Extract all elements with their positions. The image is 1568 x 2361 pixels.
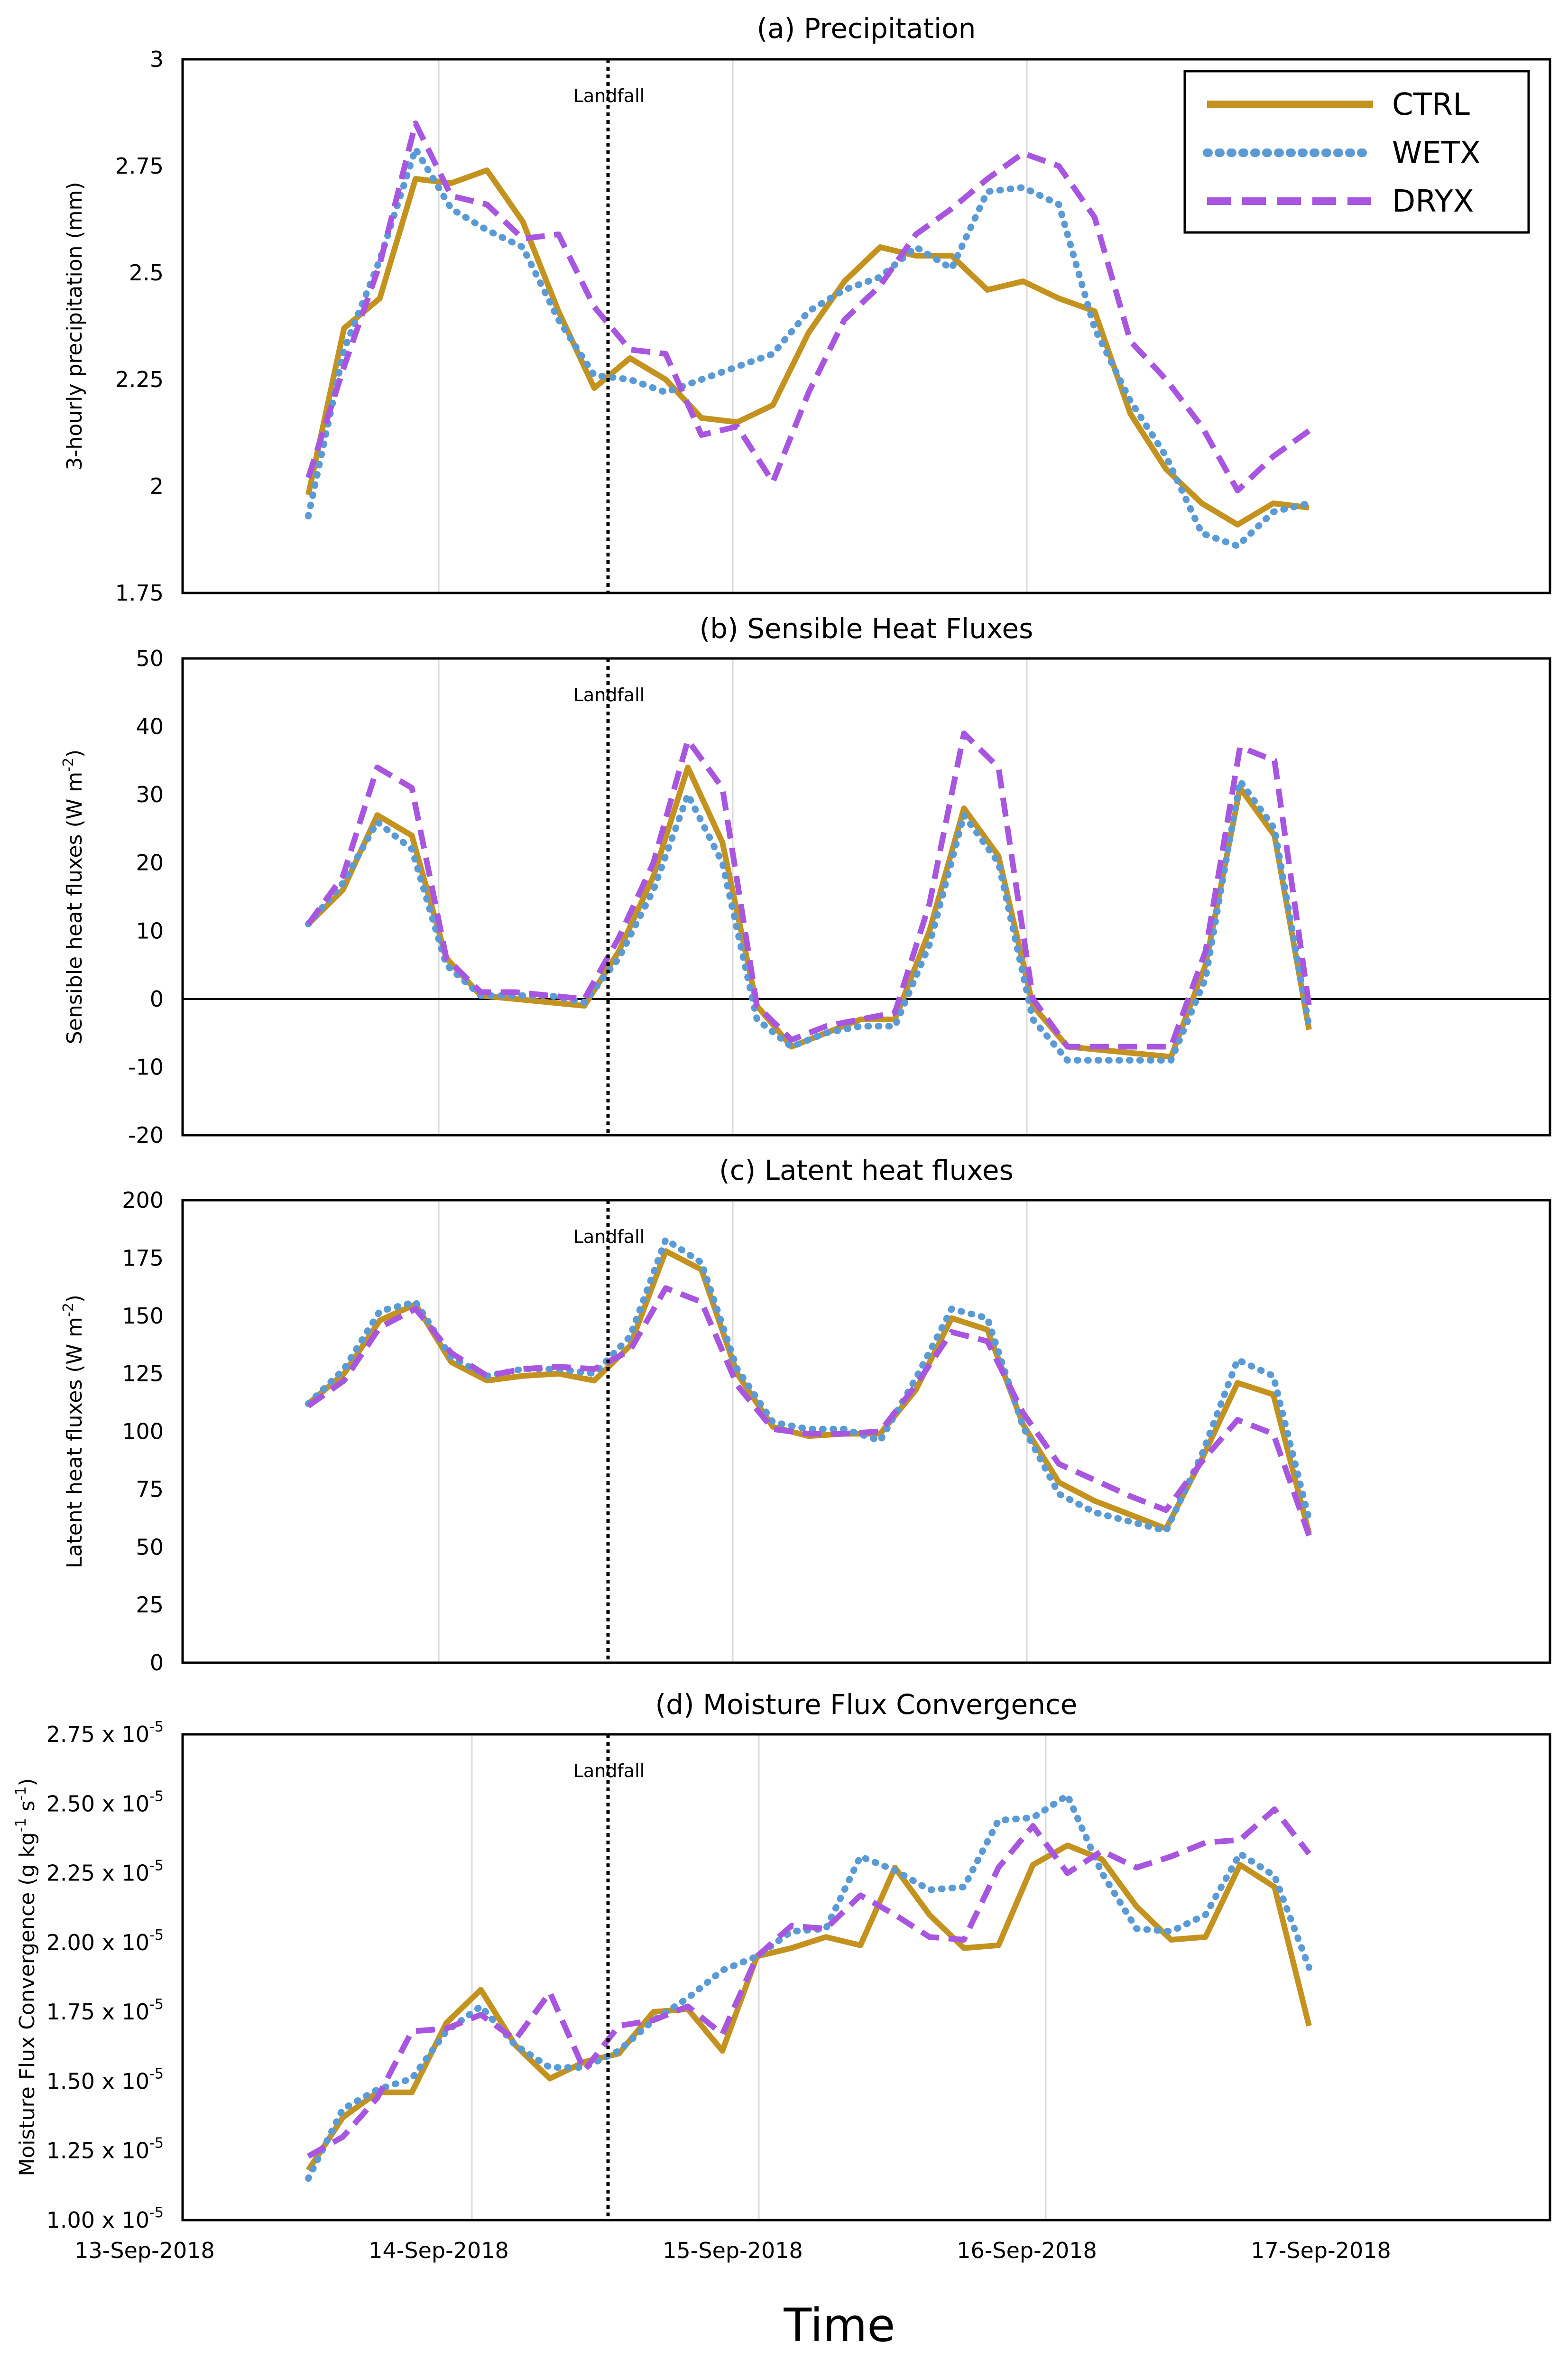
y-tick-label: 150: [122, 1303, 164, 1329]
series-line-ctrl: [306, 1248, 1312, 1534]
y-tick-label: -10: [128, 1054, 164, 1080]
y-tick-label: 20: [136, 850, 164, 876]
y-tick-label: 30: [136, 782, 164, 807]
chart-title: (a) Precipitation: [757, 12, 976, 45]
chart-panel-3: (c) Latent heat fluxes Landfall 0 25 50 75 100…: [60, 1154, 1551, 1676]
y-tick-label: -20: [128, 1122, 164, 1148]
y-tick-label: 2.50 x 10-5: [46, 1788, 164, 1816]
y-tick-label: 1.75 x 10-5: [46, 1996, 164, 2025]
y-tick-label: 0: [150, 1650, 164, 1676]
y-tick-label: 1.00 x 10-5: [46, 2204, 164, 2233]
landfall-label: Landfall: [573, 1760, 645, 1781]
x-tick-label: 17-Sep-2018: [1251, 2238, 1391, 2263]
plot-frame: [181, 657, 1551, 1137]
chart-panel-4: (d) Moisture Flux Convergence Landfall 1.0…: [13, 1688, 1551, 2263]
y-axis-label: Moisture Flux Convergence (g kg-1 s-1): [13, 1778, 39, 2176]
chart-title: (b) Sensible Heat Fluxes: [700, 612, 1033, 645]
y-axis-label: Sensible heat fluxes (W m-2): [60, 750, 87, 1044]
y-axis-label: Latent heat fluxes (W m-2): [60, 1295, 87, 1568]
y-tick-label: 2.25 x 10-5: [46, 1858, 164, 1886]
y-tick-label: 3: [150, 46, 164, 72]
plot-frame: [181, 1733, 1551, 2222]
chart-title: (d) Moisture Flux Convergence: [655, 1688, 1078, 1721]
x-axis-label: Time: [784, 2299, 895, 2352]
x-tick-label: 16-Sep-2018: [957, 2238, 1097, 2263]
y-tick-label: 175: [122, 1245, 164, 1271]
y-tick-label: 50: [136, 1534, 164, 1560]
y-tick-label: 100: [122, 1419, 164, 1444]
legend-label-dryx: DRYX: [1392, 184, 1474, 219]
y-tick-label: 2.00 x 10-5: [46, 1927, 164, 1955]
y-axis-label: 3-hourly precipitation (mm): [63, 182, 87, 470]
landfall-label: Landfall: [573, 1226, 645, 1247]
y-tick-label: 2.75: [115, 153, 164, 179]
x-tick-label: 14-Sep-2018: [369, 2238, 509, 2263]
series-line-dryx: [306, 1285, 1312, 1537]
panels: (a) Precipitation Landfall 1.75 2 2.25 2.5 2.7…: [13, 12, 1551, 2263]
y-tick-label: 75: [136, 1476, 164, 1502]
y-tick-label: 10: [136, 918, 164, 944]
y-tick-label: 200: [122, 1187, 164, 1213]
y-tick-label: 2: [150, 473, 164, 499]
plot-frame: [181, 58, 1551, 594]
y-tick-label: 2.75 x 10-5: [46, 1719, 164, 1747]
legend-label-ctrl: CTRL: [1392, 87, 1470, 122]
landfall-label: Landfall: [573, 685, 645, 705]
y-tick-label: 40: [136, 714, 164, 740]
y-tick-label: 125: [122, 1361, 164, 1387]
series-line-wetx: [305, 146, 1312, 549]
y-tick-label: 0: [150, 986, 164, 1012]
series-line-wetx: [305, 1792, 1312, 2182]
x-tick-label: 15-Sep-2018: [663, 2238, 803, 2263]
series-line-dryx: [307, 1806, 1311, 2159]
series-line-ctrl: [306, 764, 1312, 1060]
series-line-wetx: [305, 778, 1312, 1064]
series-line-ctrl: [305, 167, 1310, 528]
series-line-wetx: [305, 1236, 1312, 1535]
chart-panel-1: (a) Precipitation Landfall 1.75 2 2.25 2.5 2.7…: [63, 12, 1551, 606]
y-tick-label: 2.5: [129, 260, 164, 286]
series-line-ctrl: [305, 1843, 1312, 2172]
y-tick-label: 1.25 x 10-5: [46, 2135, 164, 2164]
chart-panel-2: (b) Sensible Heat Fluxes Landfall -20 -10 0 1…: [60, 612, 1551, 1148]
y-tick-label: 50: [136, 646, 164, 671]
y-tick-label: 2.25: [115, 367, 164, 392]
y-tick-label: 25: [136, 1592, 164, 1618]
series-line-dryx: [306, 730, 1312, 1050]
y-tick-label: 1.50 x 10-5: [46, 2065, 164, 2094]
x-tick-label: 13-Sep-2018: [74, 2238, 215, 2263]
legend-label-wetx: WETX: [1392, 136, 1481, 171]
y-tick-label: 1.75: [115, 580, 164, 606]
series-line-dryx: [305, 120, 1311, 493]
legend: CTRL WETX DRYX: [1183, 70, 1530, 234]
landfall-label: Landfall: [573, 85, 645, 106]
plot-frame: [181, 1199, 1551, 1664]
chart-title: (c) Latent heat fluxes: [719, 1154, 1014, 1186]
